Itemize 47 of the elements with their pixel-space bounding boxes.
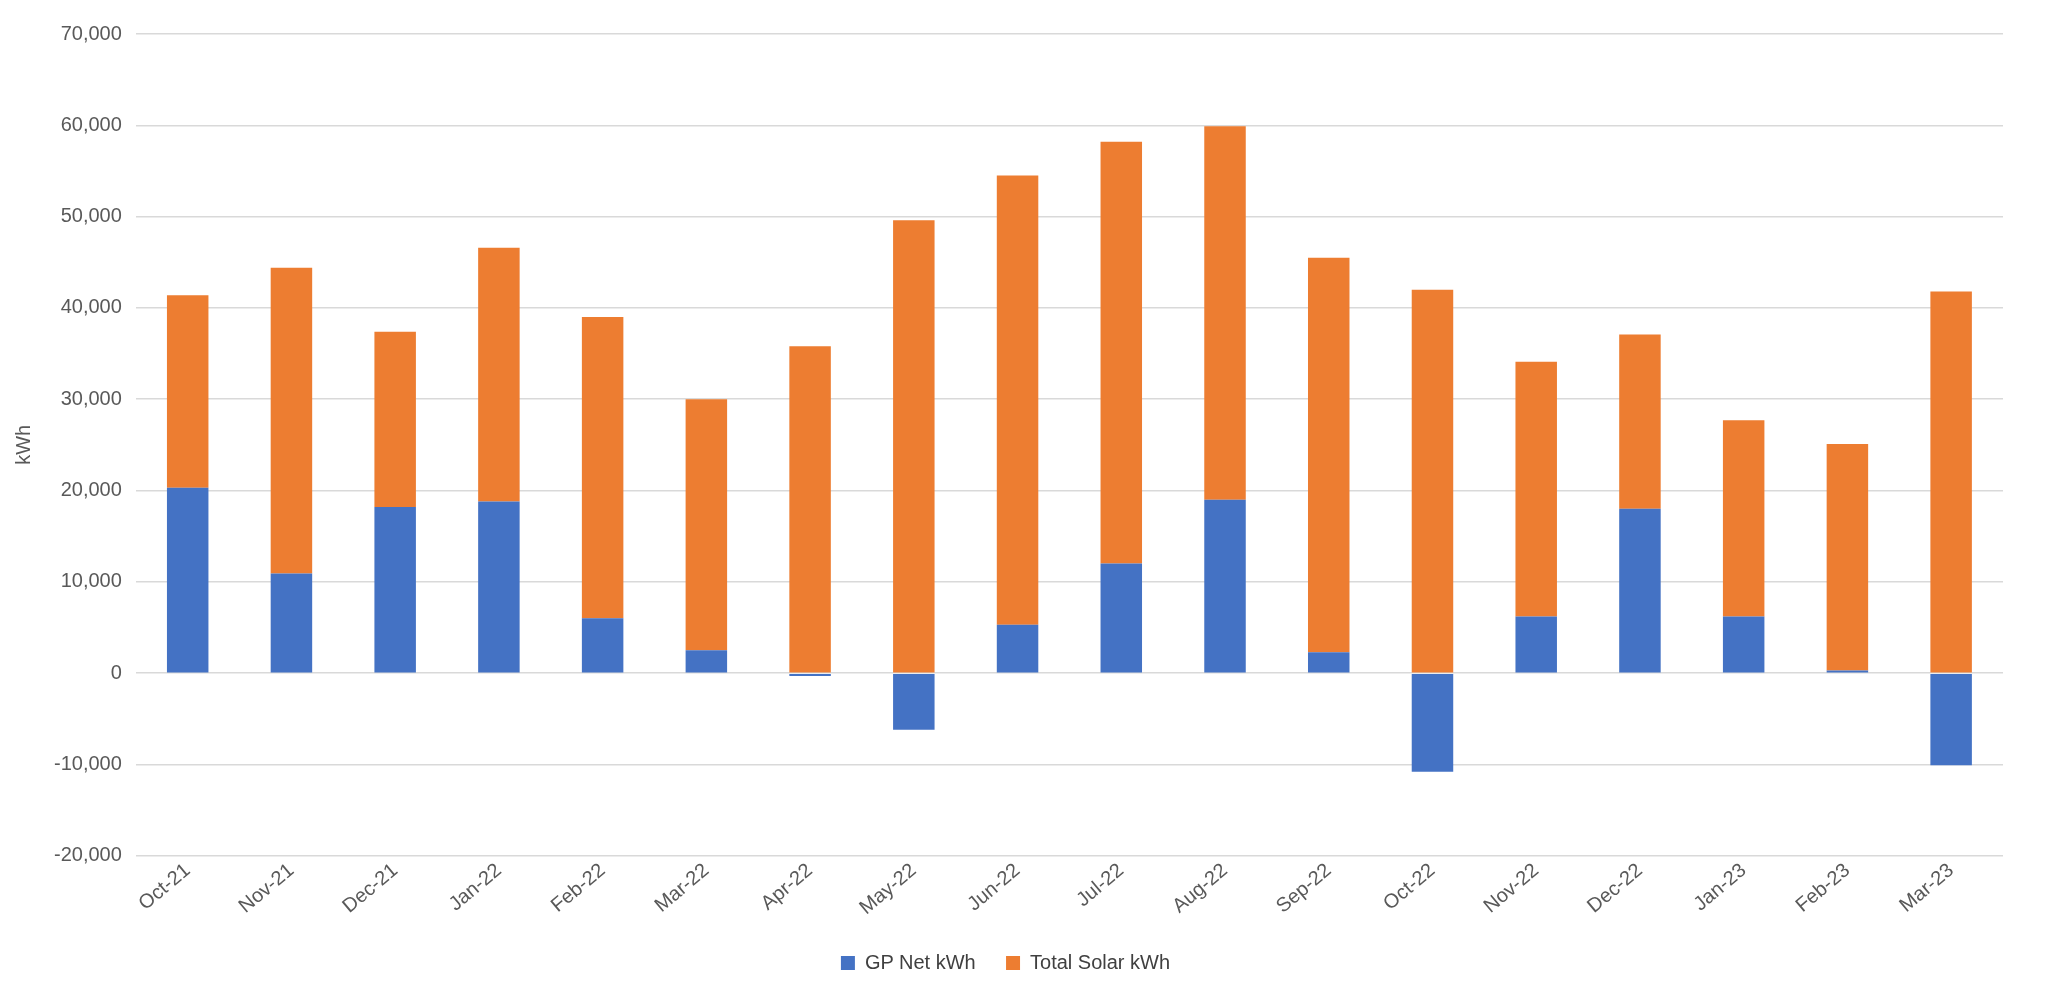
bar	[1722, 420, 1765, 617]
y-tick-label: 0	[110, 660, 122, 683]
bar	[1619, 334, 1661, 509]
bar	[789, 346, 831, 673]
bar	[1100, 141, 1143, 564]
y-axis-title: kWh	[11, 424, 34, 465]
y-tick-label: 70,000	[60, 21, 122, 44]
bar	[1930, 673, 1972, 766]
bar	[1722, 616, 1765, 673]
bar	[166, 295, 209, 488]
bar	[1100, 563, 1143, 673]
bar	[996, 624, 1039, 673]
bar	[1515, 616, 1557, 673]
bar	[478, 501, 520, 673]
bar	[893, 673, 935, 730]
y-tick-label: 60,000	[60, 112, 122, 135]
bar	[1204, 499, 1246, 673]
y-tick-label: 10,000	[60, 569, 122, 592]
legend-label: Total Solar kWh	[1030, 950, 1171, 973]
bar	[166, 487, 209, 673]
bar	[1411, 289, 1454, 673]
y-tick-label: 40,000	[60, 295, 122, 318]
bar	[374, 506, 416, 673]
bar	[581, 317, 624, 619]
y-tick-label: -10,000	[53, 751, 122, 774]
bar	[996, 175, 1039, 625]
legend-label: GP Net kWh	[864, 950, 976, 973]
y-tick-label: -20,000	[53, 843, 122, 866]
bar	[1826, 443, 1869, 671]
bar	[893, 220, 935, 673]
bar	[685, 399, 728, 651]
bar	[478, 247, 520, 502]
bar	[1308, 652, 1350, 673]
bar	[1411, 673, 1454, 772]
bar	[374, 331, 416, 507]
y-tick-label: 50,000	[60, 204, 122, 227]
bar	[1930, 291, 1972, 673]
bar	[1308, 257, 1350, 653]
bar	[685, 650, 728, 673]
y-tick-label: 30,000	[60, 386, 122, 409]
bar	[1204, 126, 1246, 500]
bar	[270, 573, 313, 673]
bar	[270, 267, 313, 574]
bar	[1619, 508, 1661, 673]
y-tick-label: 20,000	[60, 478, 122, 501]
bar	[581, 618, 624, 673]
bar	[1515, 361, 1557, 617]
